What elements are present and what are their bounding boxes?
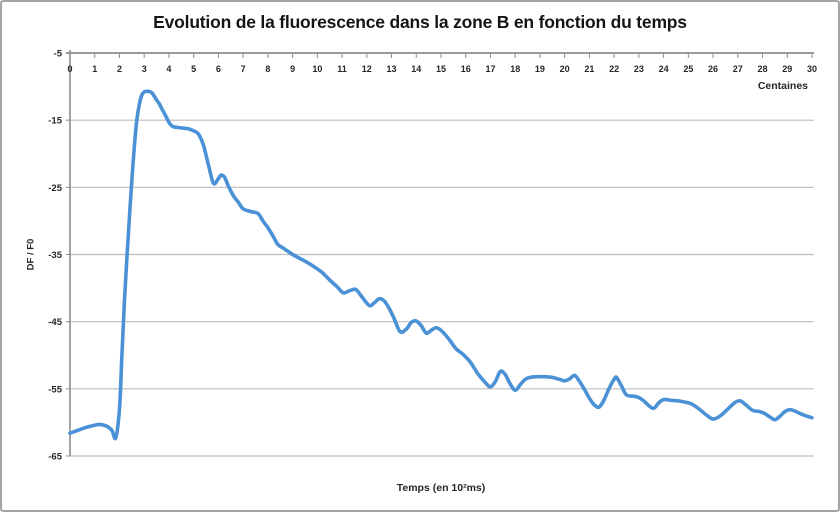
fluorescence-line [68,89,814,441]
x-tick-label: 30 [807,64,817,74]
x-tick-label: 26 [708,64,718,74]
x-tick-label: 23 [634,64,644,74]
x-tick-label: 17 [485,64,495,74]
x-tick-label: 13 [387,64,397,74]
x-axis-unit-label: Centaines [757,80,808,92]
y-tick-label: -15 [48,116,62,127]
x-tick-label: 9 [290,64,295,74]
x-tick-label: 14 [411,64,421,74]
x-tick-label: 5 [191,64,196,74]
chart-title: Evolution de la fluorescence dans la zon… [153,12,687,32]
x-tick-label: 4 [166,64,171,74]
x-tick-label: 6 [216,64,221,74]
y-tick-label: -35 [48,250,62,261]
y-tick-label: -25 [48,183,62,194]
x-tick-label: 12 [362,64,372,74]
y-tick-label: -5 [54,49,63,60]
x-tick-label: 20 [560,64,570,74]
y-tick-label: -55 [48,384,62,395]
x-tick-label: 18 [510,64,520,74]
x-tick-label: 8 [265,64,270,74]
y-tick-label: -65 [48,452,62,463]
x-tick-label: 19 [535,64,545,74]
x-tick-label: 3 [142,64,147,74]
x-tick-label: 28 [758,64,768,74]
x-tick-label: 11 [337,64,347,74]
x-tick-label: 25 [683,64,693,74]
y-axis-title: DF / F0 [25,238,37,271]
x-tick-label: 16 [461,64,471,74]
x-tick-label: 10 [312,64,322,74]
x-tick-label: 21 [584,64,594,74]
x-tick-label: 15 [436,64,446,74]
x-tick-label: 22 [609,64,619,74]
x-tick-label: 29 [782,64,792,74]
x-tick-label: 24 [659,64,669,74]
x-tick-label: 0 [67,64,72,74]
x-tick-label: 1 [92,64,97,74]
x-tick-label: 2 [117,64,122,74]
x-tick-label: 27 [733,64,743,74]
x-axis-title: Temps (en 10²ms) [396,482,486,494]
x-tick-label: 7 [241,64,246,74]
y-tick-label: -45 [48,317,62,328]
